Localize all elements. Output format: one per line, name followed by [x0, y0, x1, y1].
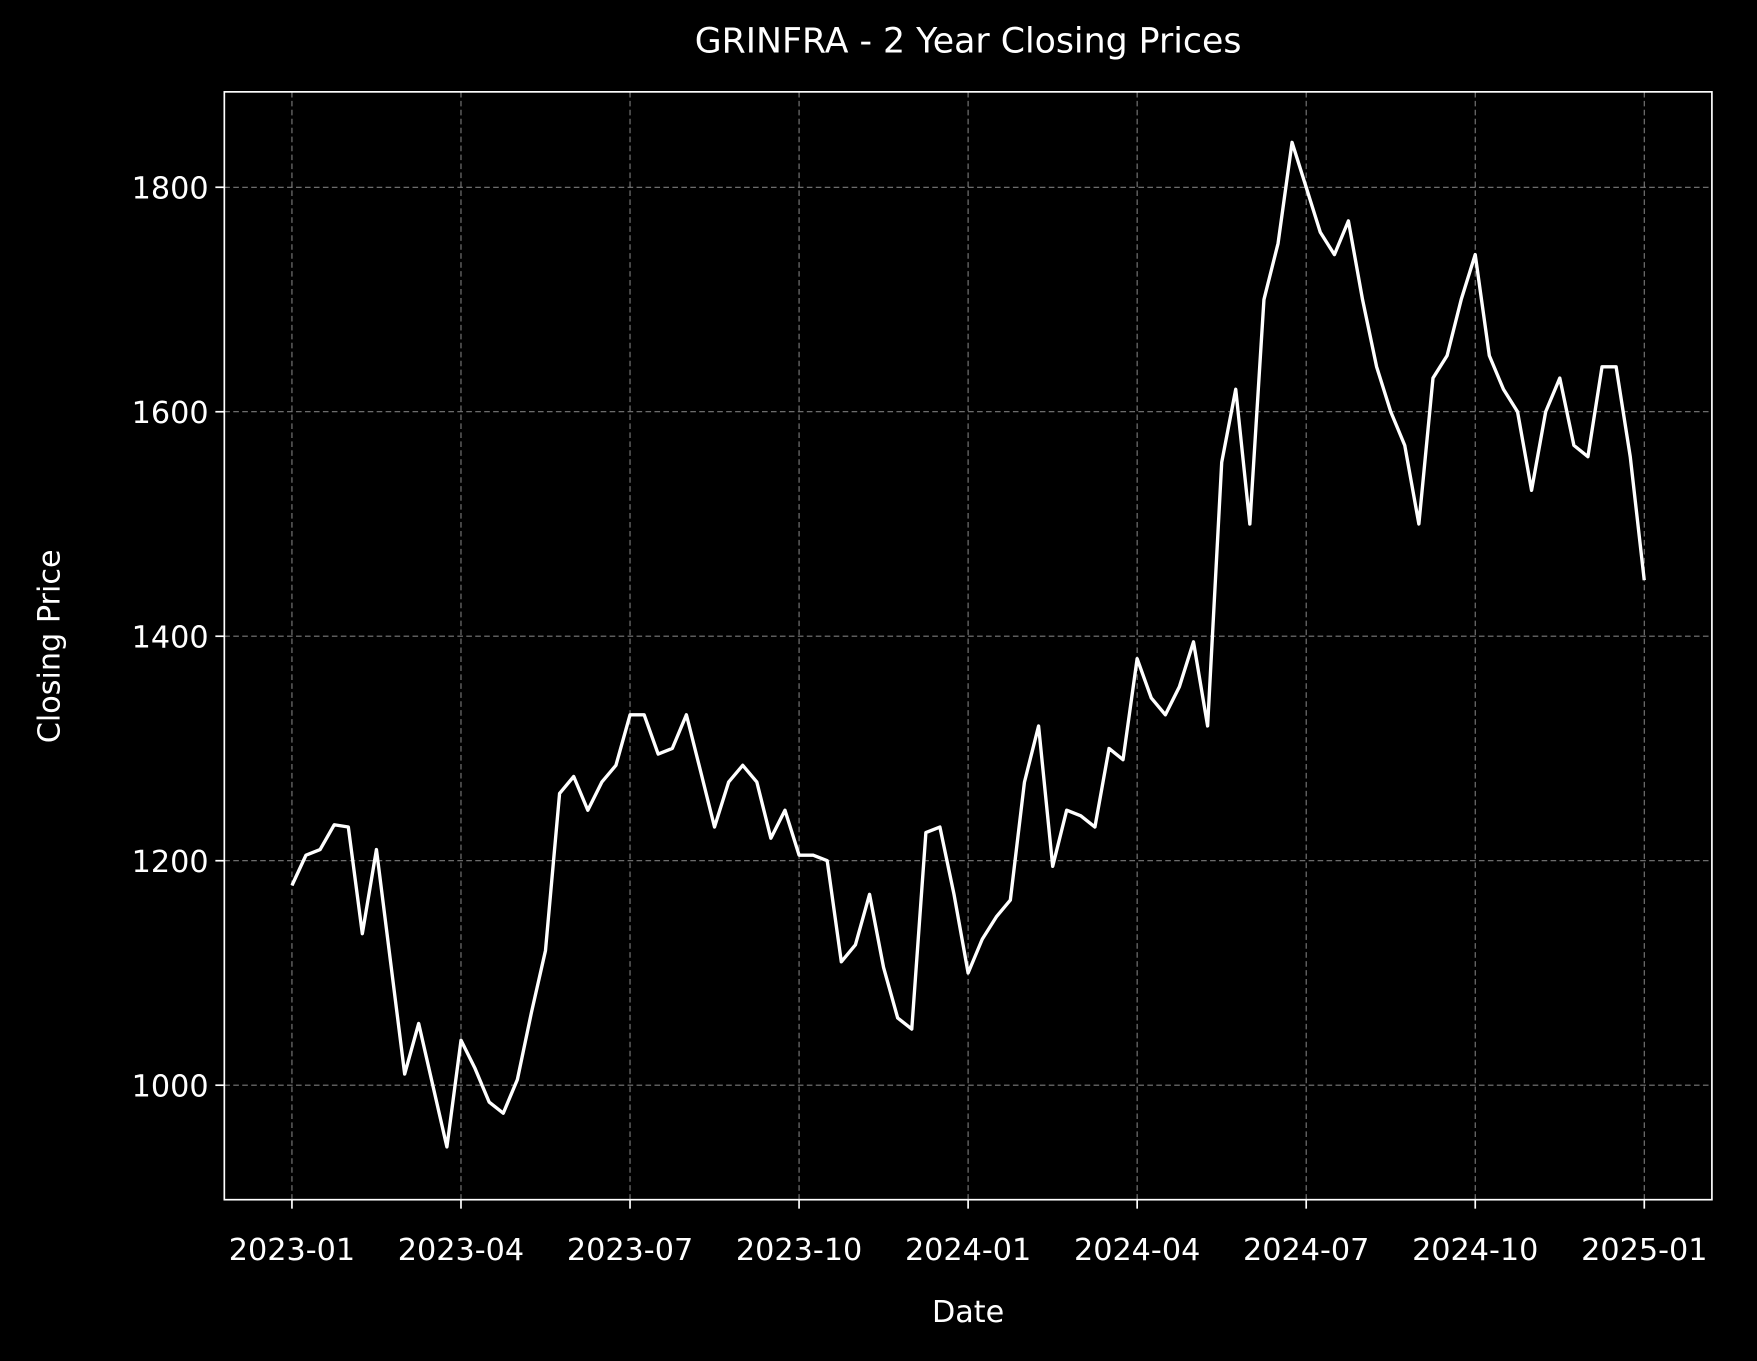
x-tick-label: 2023-04 [398, 1233, 524, 1268]
y-tick-label: 1200 [132, 845, 209, 880]
price-line [290, 140, 1646, 1149]
y-axis-label: Closing Price [33, 549, 68, 743]
x-tick-label: 2023-10 [736, 1233, 862, 1268]
chart-title: GRINFRA - 2 Year Closing Prices [695, 22, 1242, 62]
x-tick-label: 2025-01 [1581, 1233, 1707, 1268]
x-tick-label: 2023-07 [567, 1233, 693, 1268]
x-tick-label: 2023-01 [229, 1233, 355, 1268]
y-tick-label: 1400 [132, 620, 209, 655]
y-tick-label: 1600 [132, 396, 209, 431]
y-tick-label: 1000 [132, 1069, 209, 1104]
x-tick-label: 2024-10 [1412, 1233, 1538, 1268]
y-tick-label: 1800 [132, 171, 209, 206]
x-tick-label: 2024-01 [905, 1233, 1031, 1268]
x-tick-label: 2024-07 [1243, 1233, 1369, 1268]
plot-frame [223, 91, 1713, 1201]
x-tick-label: 2024-04 [1074, 1233, 1200, 1268]
x-axis-label: Date [932, 1295, 1004, 1330]
